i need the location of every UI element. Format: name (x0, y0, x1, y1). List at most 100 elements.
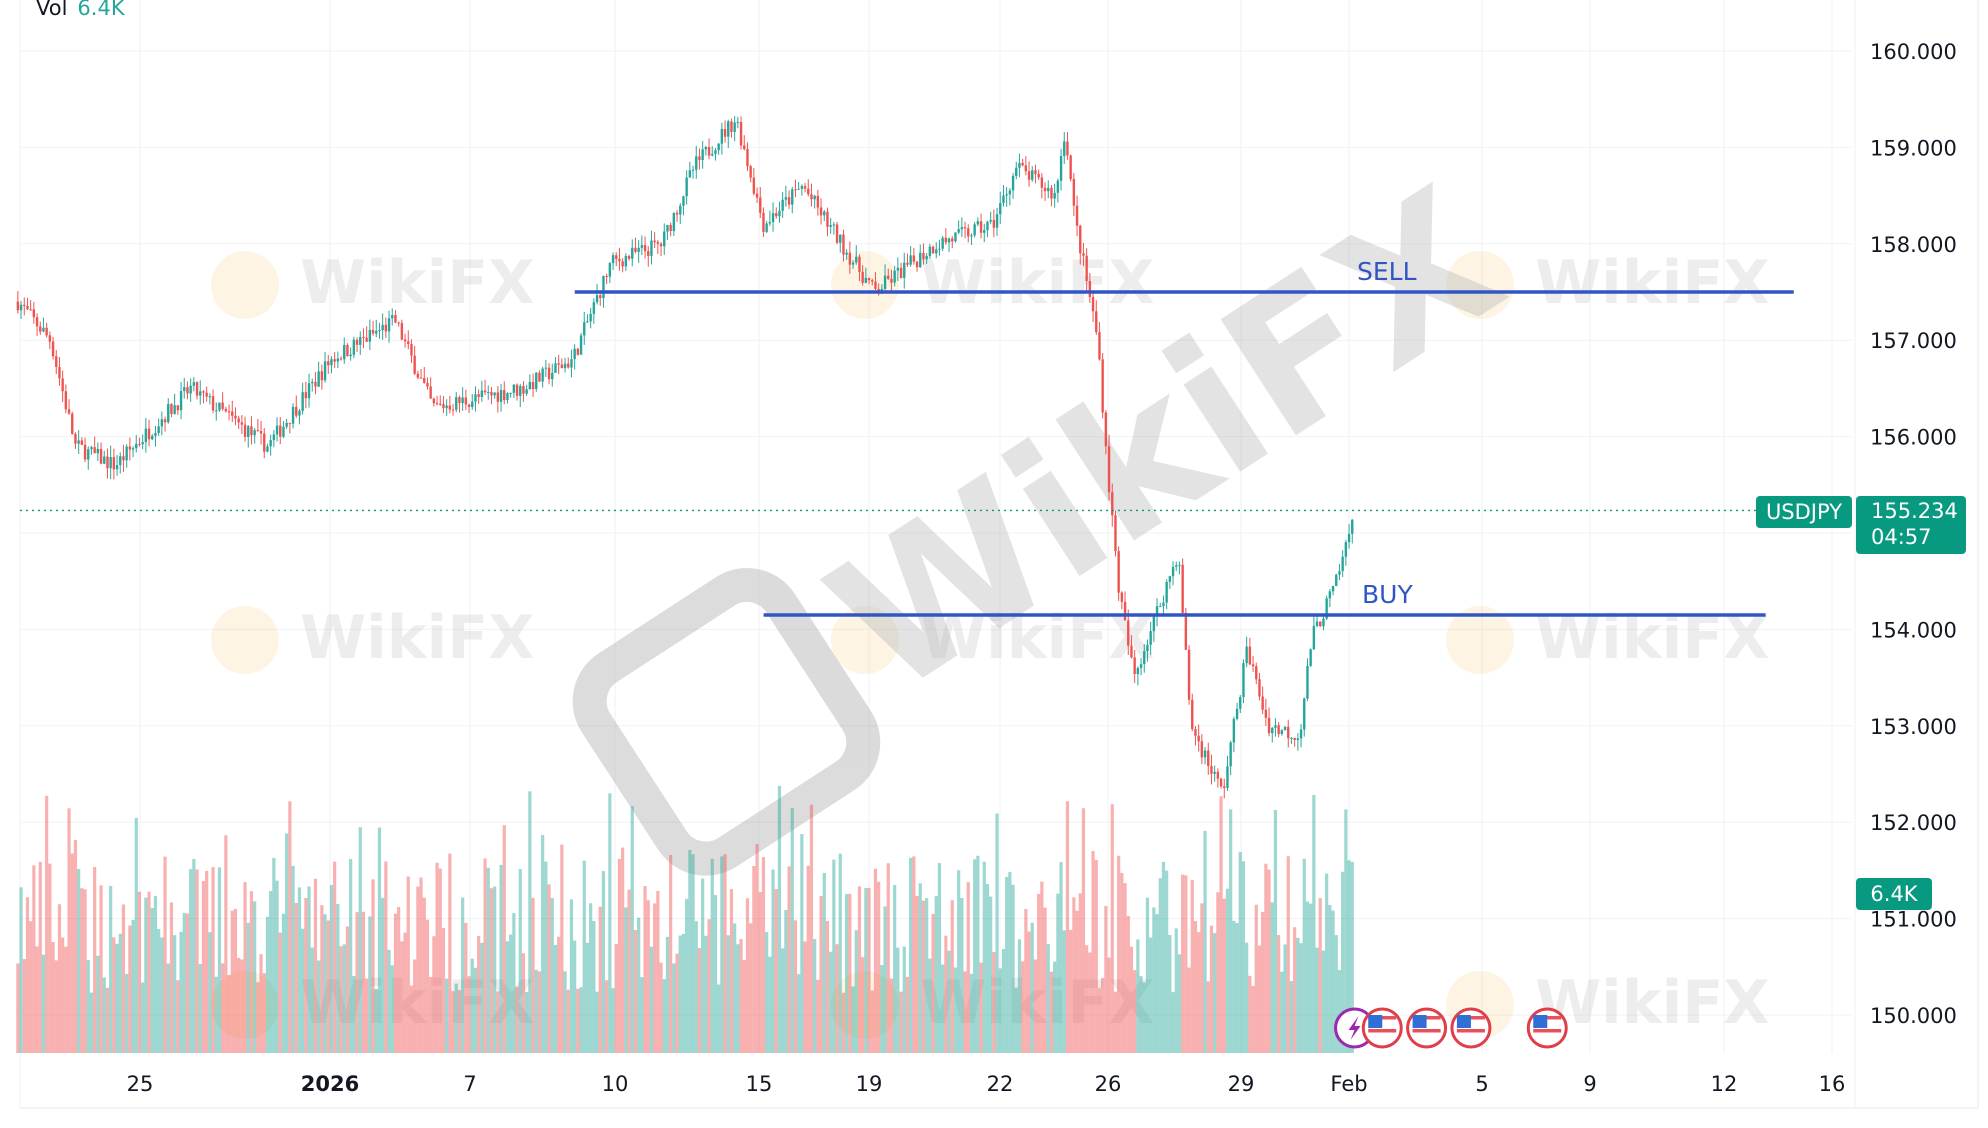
candle (672, 212, 676, 232)
volume-bar (531, 897, 535, 1053)
volume-bar (208, 932, 212, 1053)
volume-bar (1337, 969, 1342, 1053)
candle (1175, 565, 1178, 567)
volume-bar (608, 793, 612, 1053)
volume-bar (265, 916, 270, 1053)
volume-bar (566, 989, 570, 1053)
us-flag-event-icon[interactable] (1406, 1007, 1448, 1049)
candle (1011, 175, 1015, 191)
candle (1130, 645, 1133, 658)
horizontal-lines[interactable]: SELL BUY (20, 257, 1794, 617)
candle (925, 255, 928, 260)
volume-bar (1120, 872, 1124, 1053)
volume-bar (630, 806, 634, 1053)
volume-bar (534, 969, 538, 1053)
candle (944, 237, 948, 243)
candle (624, 255, 628, 267)
candle (903, 262, 906, 278)
price-axis-label: 151.000 (1870, 908, 1957, 932)
candle (615, 255, 618, 259)
price-axis[interactable]: 160.000 159.000 158.000 157.000 156.000 154.0… (1854, 0, 1957, 1108)
candle (1309, 649, 1312, 666)
volume-bar (96, 955, 100, 1053)
candle (1344, 542, 1348, 557)
volume-bar (947, 950, 951, 1053)
watermark-logo (831, 606, 899, 674)
candle (685, 177, 688, 197)
volume-bar (329, 884, 334, 1053)
volume-bar (950, 900, 954, 1053)
volume-bar (701, 878, 705, 1053)
volume-bar (419, 877, 423, 1053)
volume-bar (448, 853, 452, 1053)
volume-bar (438, 868, 442, 1053)
candle (663, 231, 666, 247)
candle (1347, 533, 1351, 543)
candle (935, 249, 938, 254)
candle (1178, 564, 1181, 566)
volume-bar (595, 991, 599, 1053)
volume-bar (1155, 914, 1159, 1053)
candle (403, 339, 407, 342)
candle (1303, 698, 1306, 730)
candle (211, 396, 215, 411)
us-flag-event-icon[interactable] (1526, 1007, 1568, 1049)
volume-bar (928, 958, 932, 1053)
candle (992, 219, 996, 228)
price-axis-label: 160.000 (1870, 40, 1957, 64)
candle (579, 335, 583, 355)
volume-bar (195, 869, 199, 1053)
candle (429, 386, 432, 399)
candle (522, 386, 525, 394)
candle (938, 248, 941, 250)
volume-bar (646, 900, 650, 1053)
volume-bar (115, 943, 119, 1053)
volume-bar (723, 854, 727, 1053)
candle (42, 327, 45, 332)
candle (1171, 566, 1175, 577)
events[interactable] (1334, 1007, 1568, 1049)
volume-bar (1065, 801, 1070, 1053)
us-flag-event-icon[interactable] (1450, 1007, 1492, 1049)
candle (1069, 155, 1072, 179)
volume-bar (445, 978, 449, 1053)
candle (1296, 738, 1300, 740)
candle (851, 262, 855, 265)
volume-bar (1091, 851, 1095, 1053)
candle (736, 122, 740, 124)
volume-bar (435, 862, 439, 1053)
candle (202, 391, 205, 393)
flag-canton (1533, 1015, 1548, 1028)
volume-bar (169, 902, 174, 1053)
candle (109, 457, 112, 469)
volume-bar (781, 948, 785, 1053)
candle (1127, 620, 1130, 646)
candle (906, 262, 909, 265)
candle (1322, 618, 1325, 627)
candle (1293, 737, 1296, 740)
volume-bar (1110, 804, 1114, 1053)
volume-bar (662, 979, 666, 1053)
candle (1152, 616, 1156, 632)
candle (144, 428, 148, 443)
volume-bar (454, 983, 458, 1053)
volume-bar (16, 963, 20, 1053)
volume-bar (1152, 907, 1156, 1053)
us-flag-event-icon[interactable] (1361, 1007, 1403, 1049)
volume-bar (851, 986, 855, 1053)
candle (1331, 585, 1335, 592)
volume-bar (1040, 881, 1044, 1053)
candle (979, 221, 983, 233)
time-axis[interactable]: 25 2026 7 10 15 19 22 26 29 Feb 5 9 12 16 (127, 1072, 1846, 1096)
volume-bar (899, 991, 903, 1053)
candle (112, 457, 116, 470)
volume-bar (819, 895, 823, 1053)
candle (1027, 171, 1031, 180)
volume-bar (640, 977, 644, 1053)
candle (912, 255, 916, 262)
volume-bar (633, 929, 638, 1053)
candle (967, 228, 970, 237)
candle (231, 411, 234, 416)
candle (1187, 649, 1191, 700)
